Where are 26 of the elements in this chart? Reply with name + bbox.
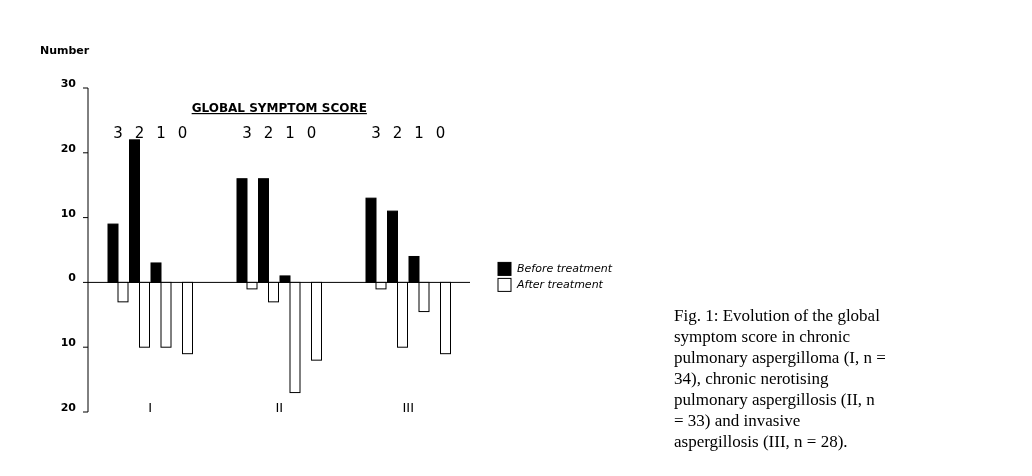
annotation: III <box>402 400 415 415</box>
y-tick-label: 10 <box>60 336 77 350</box>
x-tick-label: 2 <box>263 124 274 142</box>
x-tick-label: 3 <box>371 124 381 142</box>
y-tick-label: 10 <box>60 206 77 220</box>
y-tick-label: 20 <box>60 400 77 414</box>
x-tick-label: 3 <box>242 124 252 142</box>
y-tick-label: 0 <box>68 271 77 285</box>
y-axis-title: Number <box>40 44 90 57</box>
legend-label: Before treatment <box>517 262 613 276</box>
x-tick-label: 0 <box>177 124 188 142</box>
annotation: II <box>275 400 284 415</box>
x-tick-label: 1 <box>285 124 295 142</box>
x-tick-label: 1 <box>414 124 424 142</box>
x-tick-label: 2 <box>134 124 145 142</box>
x-tick-label: 3 <box>113 124 123 142</box>
x-tick-label: 2 <box>392 124 403 142</box>
y-tick-label: 30 <box>60 76 77 90</box>
legend-label: After treatment <box>516 278 604 292</box>
x-tick-label: 1 <box>156 124 166 142</box>
x-tick-label: 0 <box>306 124 317 142</box>
x-axis-title: GLOBAL SYMPTOM SCORE <box>191 101 367 115</box>
y-tick-label: 20 <box>60 141 77 155</box>
x-tick-label: 0 <box>435 124 446 142</box>
caption: Fig. 1: Evolution of the global symptom score in chronic pulmonary aspergilloma (I, n = 34), chronic nerotising pulmonary aspergillosis (II, n = 33) and invasive aspergillosis (III, n = 28). <box>674 306 886 451</box>
annotation: I <box>148 400 153 415</box>
